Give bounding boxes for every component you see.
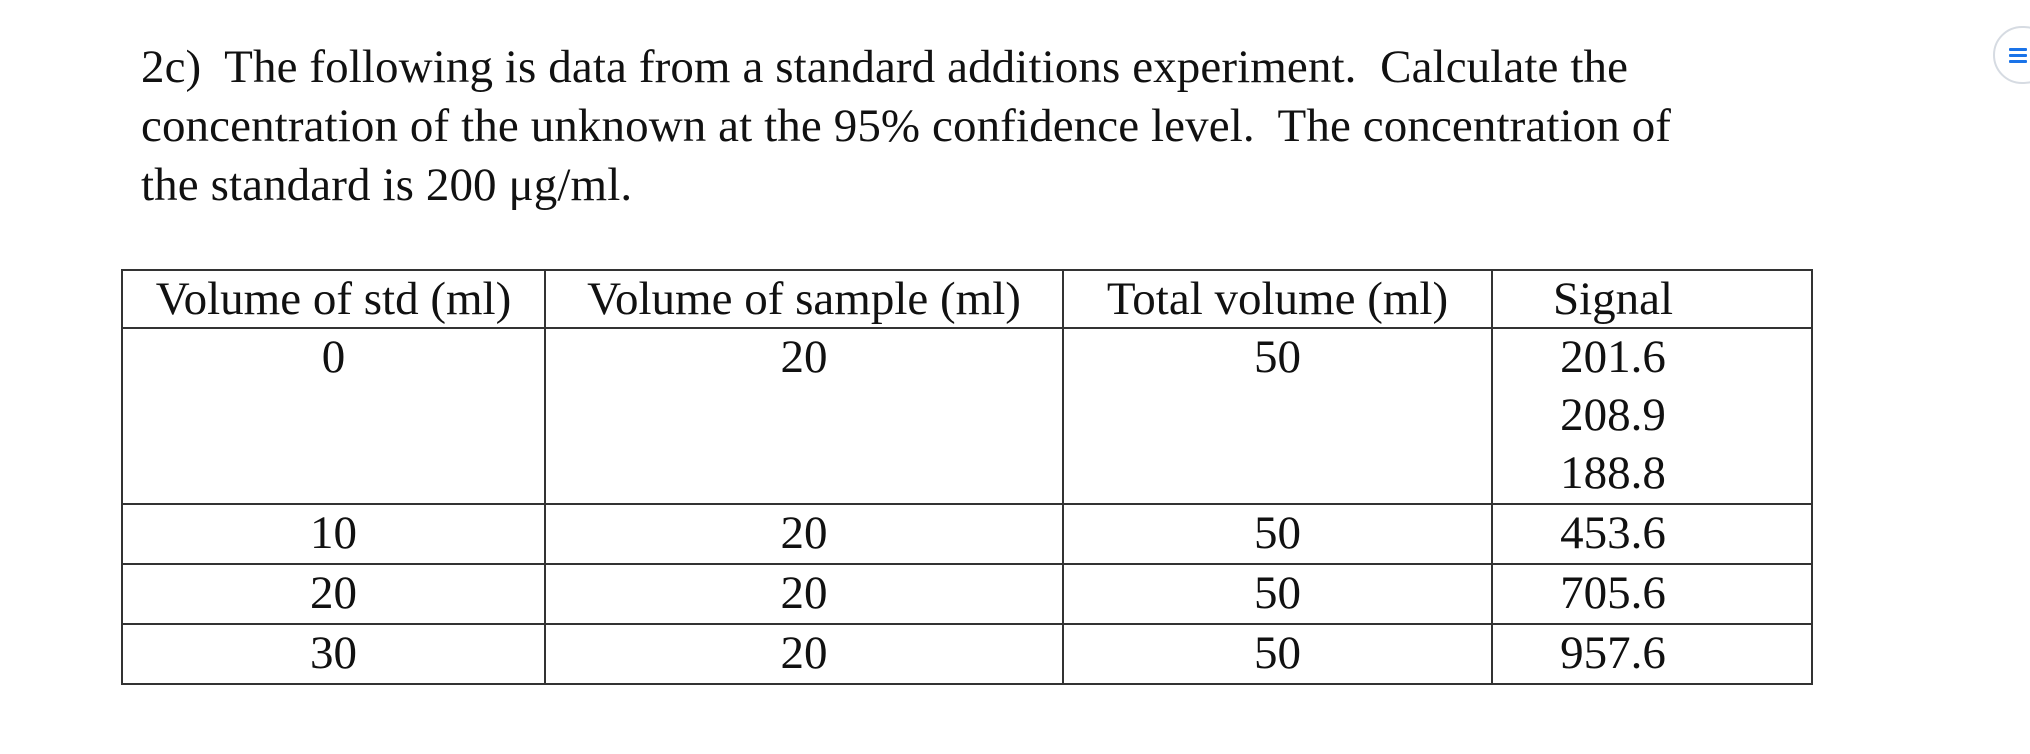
side-menu-button[interactable] [1993,26,2030,84]
cell-total-volume: 50 [1062,563,1493,625]
cell-volume-std: 10 [121,503,546,565]
problem-line-3: the standard is 200 μg/ml. [141,159,633,211]
cell-signal: 453.6 [1491,503,1813,565]
cell-volume-std: 0 [121,327,546,505]
cell-signal: 705.6 [1491,563,1813,625]
signal-value: 453.6 [1560,507,1666,559]
header-volume-sample: Volume of sample (ml) [544,269,1064,329]
signal-value: 188.8 [1560,447,1666,499]
cell-total-volume: 50 [1062,623,1493,685]
problem-line-1: 2c) The following is data from a standar… [141,41,1629,93]
header-volume-std: Volume of std (ml) [121,269,546,329]
table-row: 20 20 50 705.6 [121,563,1813,625]
cell-signal: 957.6 [1491,623,1813,685]
table-row: 10 20 50 453.6 [121,503,1813,565]
header-signal: Signal [1491,269,1813,329]
cell-total-volume: 50 [1062,327,1493,505]
cell-volume-sample: 20 [544,503,1064,565]
problem-line-2: concentration of the unknown at the 95% … [141,100,1672,152]
cell-total-volume: 50 [1062,503,1493,565]
table-header-row: Volume of std (ml) Volume of sample (ml)… [121,269,1813,329]
standard-additions-table: Volume of std (ml) Volume of sample (ml)… [121,269,1813,685]
table-row: 30 20 50 957.6 [121,623,1813,685]
signal-value: 957.6 [1560,627,1666,679]
signal-value: 208.9 [1560,389,1666,441]
cell-volume-sample: 20 [544,563,1064,625]
problem-statement: 2c) The following is data from a standar… [141,38,1861,215]
cell-signal: 201.6 208.9 188.8 [1491,327,1813,505]
cell-volume-sample: 20 [544,327,1064,505]
signal-value: 201.6 [1560,331,1666,383]
header-total-volume: Total volume (ml) [1062,269,1493,329]
table-row: 0 20 50 201.6 208.9 188.8 [121,327,1813,505]
menu-icon [2009,48,2027,64]
cell-volume-std: 20 [121,563,546,625]
cell-volume-std: 30 [121,623,546,685]
cell-volume-sample: 20 [544,623,1064,685]
signal-value: 705.6 [1560,567,1666,619]
